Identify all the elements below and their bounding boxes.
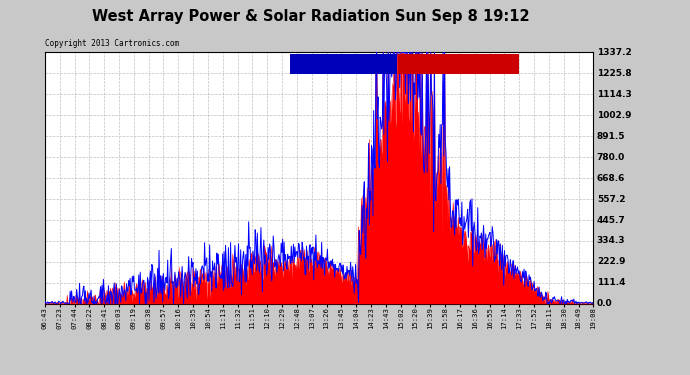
Text: 668.6: 668.6	[597, 174, 625, 183]
Text: Radiation (w/m2): Radiation (w/m2)	[293, 60, 373, 69]
Text: 111.4: 111.4	[597, 278, 625, 287]
Text: 1002.9: 1002.9	[597, 111, 631, 120]
Text: 1337.2: 1337.2	[597, 48, 631, 57]
Text: West Array (DC Watts): West Array (DC Watts)	[401, 60, 506, 69]
Text: 0.0: 0.0	[597, 299, 613, 308]
Text: 780.0: 780.0	[597, 153, 625, 162]
Text: 334.3: 334.3	[597, 236, 625, 245]
Text: Copyright 2013 Cartronics.com: Copyright 2013 Cartronics.com	[45, 39, 179, 48]
Text: 1114.3: 1114.3	[597, 90, 631, 99]
Text: West Array Power & Solar Radiation Sun Sep 8 19:12: West Array Power & Solar Radiation Sun S…	[92, 9, 529, 24]
Text: 557.2: 557.2	[597, 195, 625, 204]
Text: 222.9: 222.9	[597, 257, 625, 266]
Text: 891.5: 891.5	[597, 132, 625, 141]
Text: 1225.8: 1225.8	[597, 69, 631, 78]
Text: 445.7: 445.7	[597, 216, 626, 225]
